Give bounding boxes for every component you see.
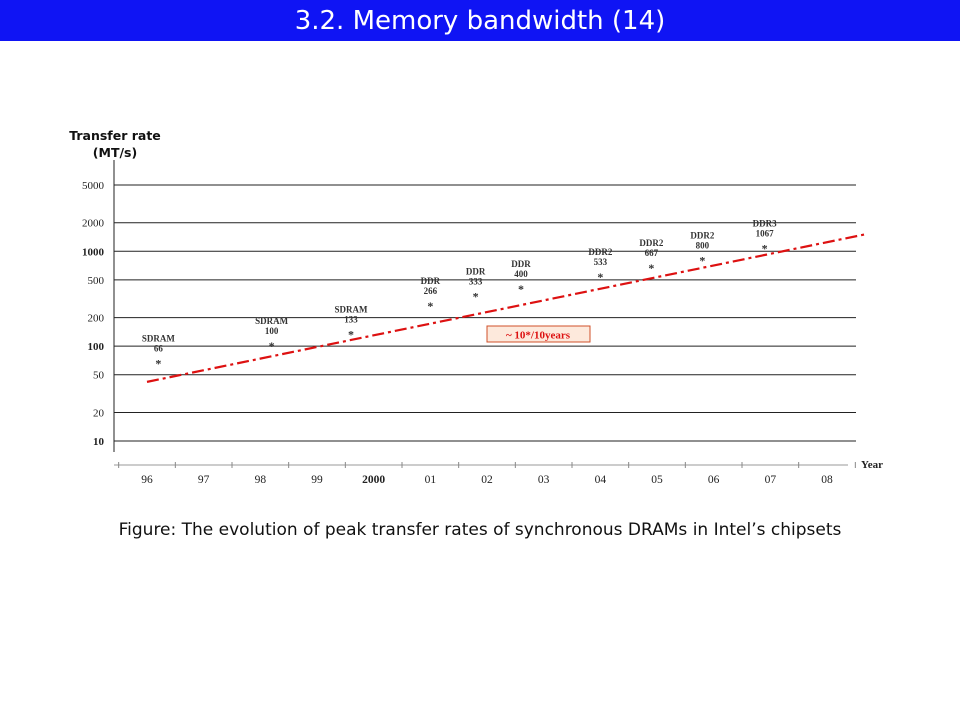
y-axis-label-line-1: Transfer rate xyxy=(69,128,161,143)
data-point-marker: * xyxy=(473,290,479,304)
data-point-marker: * xyxy=(269,339,275,353)
x-tick-label-99: 99 xyxy=(311,474,323,486)
y-tick-label-20: 20 xyxy=(93,407,105,419)
trend-label: ~ 10*/10years xyxy=(506,330,571,342)
x-axis-label: Year xyxy=(861,459,883,471)
y-tick-label-200: 200 xyxy=(88,313,105,325)
y-tick-label-5000: 5000 xyxy=(82,180,105,192)
point-rate-label: 400 xyxy=(514,269,528,279)
data-point-marker: * xyxy=(348,327,354,341)
point-rate-label: 266 xyxy=(424,286,438,296)
y-tick-label-1000: 1000 xyxy=(82,246,105,258)
data-point-marker: * xyxy=(648,261,654,275)
point-rate-label: 1067 xyxy=(756,229,775,239)
slide-title: 3.2. Memory bandwidth (14) xyxy=(294,6,666,36)
y-tick-label-2000: 2000 xyxy=(82,218,105,230)
x-tick-label-08: 08 xyxy=(821,474,833,486)
transfer-rate-chart: 10 20 50 100 200 500 1000 2000 5000 96 97 98 99 2000 0… xyxy=(82,160,883,486)
point-rate-label: 333 xyxy=(469,277,483,287)
point-type-label: SDRAM xyxy=(142,333,176,343)
point-type-label: SDRAM xyxy=(335,304,369,314)
y-axis-label: Transfer rate (MT/s) xyxy=(52,127,178,161)
data-point-marker: * xyxy=(597,270,603,284)
point-type-label: DDR xyxy=(466,267,486,277)
y-axis-label-line-2: (MT/s) xyxy=(92,145,138,160)
data-point-marker: * xyxy=(762,242,768,256)
point-rate-label: 533 xyxy=(594,257,608,267)
data-point-marker: * xyxy=(427,299,433,313)
point-type-label: DDR2 xyxy=(690,230,714,240)
trend-line xyxy=(146,232,867,383)
point-rate-label: 667 xyxy=(645,248,659,258)
point-rate-label: 133 xyxy=(344,314,358,324)
data-point-marker: * xyxy=(155,356,161,370)
x-tick-label-98: 98 xyxy=(255,474,267,486)
y-tick-label-50: 50 xyxy=(93,370,105,382)
point-rate-label: 100 xyxy=(265,326,279,336)
x-tick-label-06: 06 xyxy=(708,474,720,486)
x-tick-label-02: 02 xyxy=(481,474,493,486)
figure-caption: Figure: The evolution of peak transfer r… xyxy=(118,520,842,540)
point-type-label: DDR2 xyxy=(639,238,663,248)
x-tick-label-05: 05 xyxy=(651,474,663,486)
point-type-label: DDR xyxy=(511,259,531,269)
point-rate-label: 800 xyxy=(696,240,710,250)
point-type-label: DDR2 xyxy=(588,247,612,257)
data-point-marker: * xyxy=(518,282,524,296)
x-tick-label-07: 07 xyxy=(765,474,777,486)
trend-label-box xyxy=(486,325,591,343)
x-tick-label-04: 04 xyxy=(595,474,607,486)
data-point-marker: * xyxy=(699,253,705,267)
y-tick-label-100: 100 xyxy=(88,341,105,353)
title-bar xyxy=(0,0,960,41)
x-tick-label-97: 97 xyxy=(198,474,210,486)
x-tick-label-2000: 2000 xyxy=(362,474,385,486)
x-tick-label-01: 01 xyxy=(425,474,437,486)
y-tick-label-500: 500 xyxy=(88,275,105,287)
point-type-label: DDR xyxy=(421,276,441,286)
point-rate-label: 66 xyxy=(154,343,164,353)
point-type-label: SDRAM xyxy=(255,316,289,326)
x-tick-label-03: 03 xyxy=(538,474,550,486)
x-tick-label-96: 96 xyxy=(141,474,153,486)
point-type-label: DDR3 xyxy=(753,219,777,229)
y-tick-label-10: 10 xyxy=(93,436,105,448)
